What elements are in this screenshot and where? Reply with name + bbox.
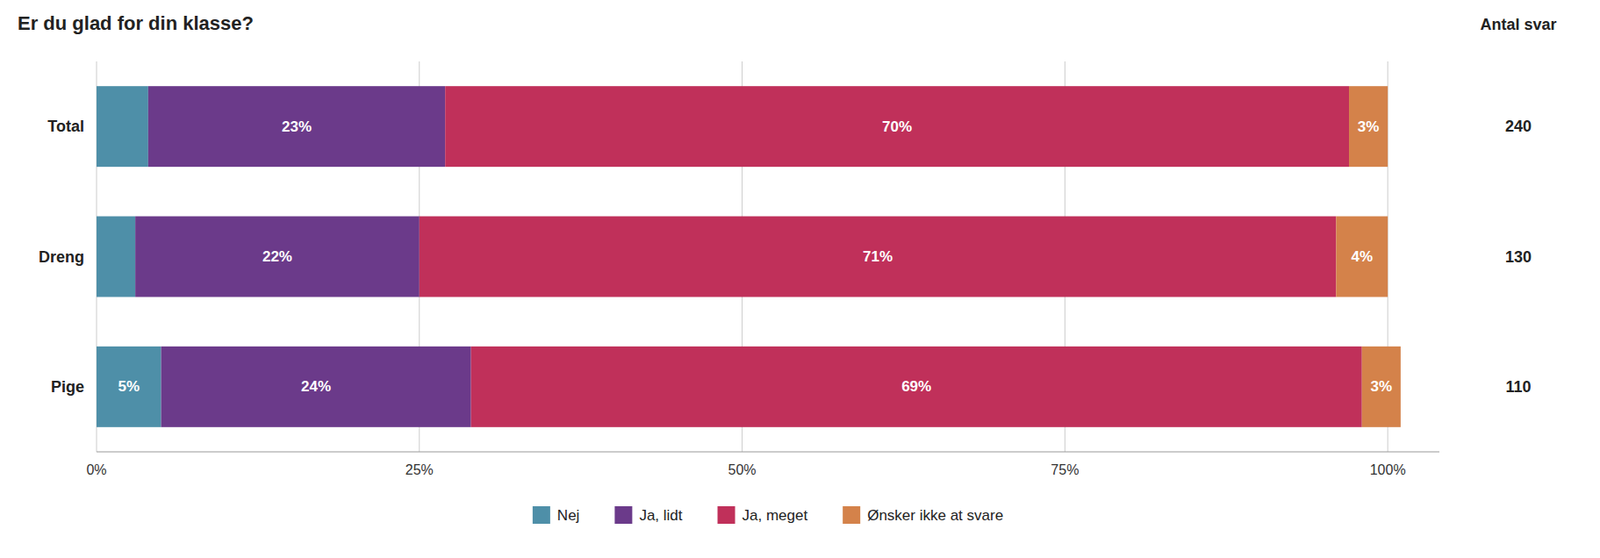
x-axis-line xyxy=(96,452,1440,453)
count-label: 130 xyxy=(1505,248,1532,266)
count-header: Antal svar xyxy=(1479,15,1557,34)
x-tick-label: 75% xyxy=(1050,462,1079,478)
legend-label: Ja, lidt xyxy=(638,507,682,524)
bar-segment xyxy=(1335,216,1388,298)
count-label: 240 xyxy=(1505,117,1532,136)
y-tick-label: Pige xyxy=(50,378,85,396)
data-label: 71% xyxy=(862,248,893,266)
legend-item: Ja, meget xyxy=(717,506,809,524)
bar-segment xyxy=(444,86,1349,167)
data-label: 5% xyxy=(117,378,140,395)
bar-segment xyxy=(96,216,136,298)
legend-label: Ja, meget xyxy=(742,507,809,524)
legend-label: Nej xyxy=(557,507,581,524)
bars xyxy=(96,86,1401,428)
legend-label: Ønsker ikke at svare xyxy=(867,507,1004,524)
count-label: 110 xyxy=(1505,378,1531,396)
bar-segment xyxy=(148,86,445,167)
bar-segment xyxy=(1362,346,1401,428)
data-labels: 23% 70% 3% 22% 71% 4% 5% 24% 69% 3% xyxy=(117,118,1392,396)
bar-segment xyxy=(161,346,472,428)
data-label: 70% xyxy=(882,118,912,136)
legend-swatch xyxy=(532,506,551,524)
x-tick-label: 100% xyxy=(1370,462,1407,478)
data-label: 3% xyxy=(1370,378,1393,395)
bar-segment xyxy=(96,346,162,428)
legend: Nej Ja, lidt Ja, meget Ønsker ikke at svare xyxy=(532,506,1004,524)
legend-swatch xyxy=(842,506,861,524)
y-tick-label: Dreng xyxy=(38,248,85,266)
x-tick-label: 0% xyxy=(86,462,107,478)
bar-segment xyxy=(135,216,420,298)
legend-swatch xyxy=(717,506,736,524)
data-label: 22% xyxy=(262,248,293,266)
legend-item: Ja, lidt xyxy=(614,506,682,524)
data-label: 23% xyxy=(281,118,312,136)
bar-segment xyxy=(419,216,1337,298)
legend-item: Ønsker ikke at svare xyxy=(842,506,1004,524)
data-label: 69% xyxy=(901,378,932,395)
bar-segment xyxy=(1348,86,1388,167)
legend-item: Nej xyxy=(532,506,581,524)
x-tick-label: 25% xyxy=(405,462,434,478)
bar-segment xyxy=(471,346,1363,428)
data-label: 24% xyxy=(301,378,331,395)
grid xyxy=(96,61,1388,453)
title: Er du glad for din klasse? xyxy=(17,12,254,35)
legend-swatch xyxy=(614,506,632,524)
y-tick-label: Total xyxy=(47,117,85,136)
x-tick-label: 50% xyxy=(728,462,757,478)
data-label: 4% xyxy=(1350,248,1373,266)
bar-segment xyxy=(96,86,149,167)
chart: Er du glad for din klasse? Antal svar 0% 25… xyxy=(0,0,1600,558)
data-label: 3% xyxy=(1357,118,1380,136)
